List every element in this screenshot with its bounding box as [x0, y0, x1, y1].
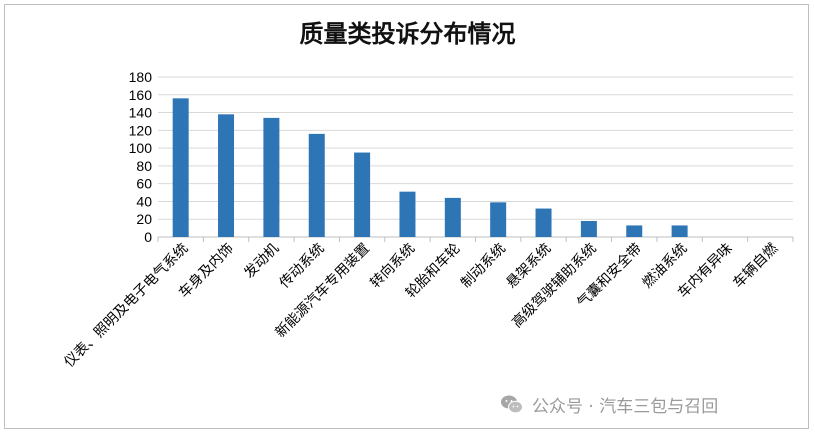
y-tick-label: 180	[129, 69, 153, 85]
wechat-icon	[501, 395, 523, 413]
x-tick-label: 制动系统	[458, 241, 509, 292]
watermark-text: 公众号 · 汽车三包与召回	[532, 397, 719, 417]
x-tick-label: 车辆自燃	[730, 240, 782, 292]
bar-2	[218, 114, 235, 237]
watermark: 公众号 · 汽车三包与召回	[500, 392, 718, 417]
bar-7	[444, 197, 461, 237]
bar-4	[308, 133, 325, 237]
y-tick-label: 0	[144, 229, 152, 245]
x-tick-label: 发动机	[241, 241, 282, 282]
bar-1	[172, 98, 189, 237]
x-tick-label: 高级驾驶辅助系统	[509, 240, 600, 331]
bar-9	[535, 208, 552, 237]
y-tick-label: 100	[129, 140, 153, 156]
y-tick-label: 20	[136, 211, 152, 227]
y-tick-label: 140	[129, 105, 153, 121]
bar-3	[263, 117, 280, 237]
x-tick-label: 仪表、照明及电子电气系统	[61, 241, 191, 371]
bar-5	[354, 152, 371, 237]
chart-title: 质量类投诉分布情况	[299, 19, 516, 48]
bar-8	[490, 202, 507, 237]
y-tick-label: 160	[129, 87, 153, 103]
bar-12	[671, 225, 688, 237]
y-tick-label: 80	[136, 158, 152, 174]
bar-11	[626, 225, 643, 237]
bar-6	[399, 191, 416, 237]
y-tick-label: 60	[136, 176, 152, 192]
bar-10	[580, 221, 597, 237]
y-tick-label: 120	[129, 122, 153, 138]
y-tick-label: 40	[136, 193, 152, 209]
